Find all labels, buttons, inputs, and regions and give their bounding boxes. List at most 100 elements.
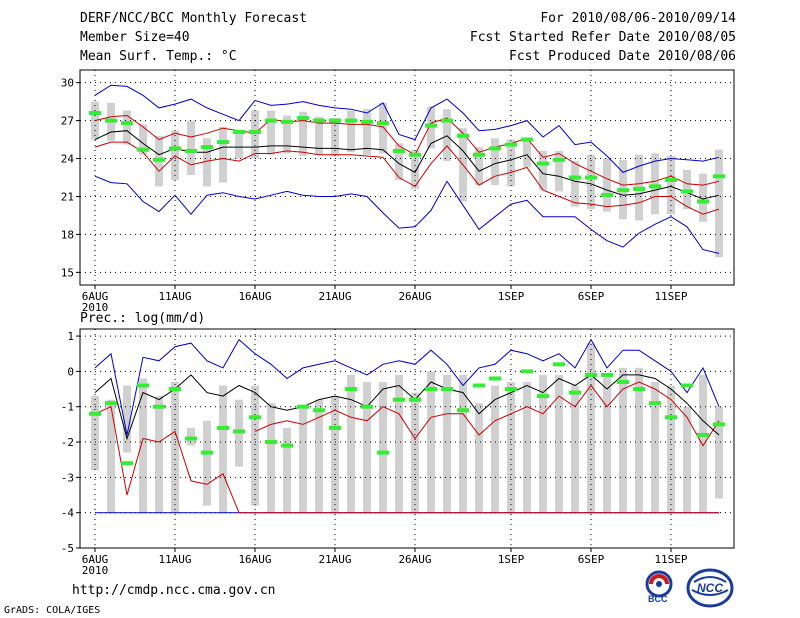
temp-box-bar: [699, 173, 707, 222]
precip-box-bar: [523, 381, 531, 513]
temp-ensemble-marker: [313, 118, 325, 123]
precip-ensemble-marker: [233, 429, 245, 434]
variable-label: Mean Surf. Temp.: °C: [80, 49, 237, 64]
temp-ensemble-marker: [521, 137, 533, 142]
precip-ensemble-marker: [153, 404, 165, 409]
precip-ensemble-marker: [649, 401, 661, 406]
precip-ensemble-marker: [697, 432, 709, 437]
temp-box-bar: [491, 138, 499, 186]
temp-ensemble-marker: [617, 188, 629, 193]
precip-box-bar: [699, 374, 707, 513]
precip-box-bar: [635, 367, 643, 513]
temp-box-bar: [411, 149, 419, 189]
precip-x-tick-label: 21AUG: [318, 553, 351, 566]
precip-ensemble-marker: [633, 387, 645, 392]
temp-plot-frame: [79, 69, 735, 286]
precip-box-bar: [683, 406, 691, 513]
precip-x-tick-label: 26AUG: [398, 553, 431, 566]
precip-ensemble-marker: [617, 379, 629, 384]
precip-box-bar: [299, 406, 307, 513]
temp-box-bar: [187, 120, 195, 175]
precip-ensemble-marker: [553, 362, 565, 367]
temp-ensemble-marker: [649, 184, 661, 189]
temp-ensemble-marker: [601, 193, 613, 198]
temp-ensemble-marker: [345, 118, 357, 123]
precip-ensemble-marker: [585, 372, 597, 377]
temp-ensemble-marker: [585, 175, 597, 180]
precip-box-bar: [139, 378, 147, 513]
precip-box-bar: [363, 381, 371, 513]
temp-ensemble-marker: [185, 148, 197, 153]
temp-ensemble-marker: [569, 175, 581, 180]
temp-box-bar: [539, 150, 547, 191]
precip-ensemble-marker: [569, 390, 581, 395]
temp-max-line: [94, 84, 720, 173]
temp-ensemble-marker: [281, 119, 293, 124]
precip-box-bar: [123, 385, 131, 453]
temp-x-tick-label: 26AUG: [398, 290, 431, 303]
temp-ensemble-marker: [233, 129, 245, 134]
precip-box-bar: [315, 399, 323, 513]
precip-ensemble-marker: [505, 387, 517, 392]
temp-upper-line: [94, 114, 720, 186]
source-url[interactable]: http://cmdp.ncc.cma.gov.cn: [72, 583, 276, 598]
precip-x-tick-label: 6AUG: [82, 553, 109, 566]
precip-y-tick-label: -5: [61, 542, 74, 555]
precip-ensemble-marker: [313, 408, 325, 413]
temp-ensemble-marker: [105, 118, 117, 123]
temp-box-bar: [363, 109, 371, 155]
temp-box-bar: [331, 118, 339, 156]
temp-box-bar: [651, 153, 659, 215]
precip-ensemble-marker: [217, 425, 229, 430]
temp-ensemble-marker: [681, 189, 693, 194]
temp-x-tick-label: 11AUG: [158, 290, 191, 303]
precip-box-bar: [603, 374, 611, 513]
temp-box-bar: [523, 138, 531, 168]
temp-box-bar: [395, 143, 403, 181]
temp-y-tick-label: 18: [61, 228, 74, 241]
temp-ensemble-marker: [217, 140, 229, 145]
precip-ensemble-marker: [361, 404, 373, 409]
precip-box-bar: [219, 385, 227, 513]
temp-mean-line: [94, 130, 720, 200]
precip-ensemble-marker: [409, 397, 421, 402]
precip-box-bar: [155, 396, 163, 513]
precip-box-bar: [715, 406, 723, 499]
precip-x-tick-label: 11AUG: [158, 553, 191, 566]
precip-box-bar: [555, 374, 563, 513]
precip-y-tick-label: 0: [67, 365, 74, 378]
precip-box-bar: [395, 374, 403, 513]
temp-box-bar: [587, 154, 595, 210]
precip-box-bar: [411, 392, 419, 513]
temp-x-tick-label: 11SEP: [654, 290, 687, 303]
precip-box-bar: [491, 385, 499, 513]
temp-box-bar: [251, 110, 259, 159]
temp-min-line: [94, 175, 720, 254]
temp-ensemble-marker: [553, 157, 565, 162]
temp-box-bar: [443, 109, 451, 162]
temp-box-bar: [203, 138, 211, 187]
precip-x-tick-label: 6SEP: [578, 553, 605, 566]
temp-box-bar: [315, 116, 323, 155]
temp-x-tick-label: 16AUG: [238, 290, 271, 303]
temp-ensemble-marker: [425, 123, 437, 128]
precip-ensemble-marker: [169, 387, 181, 392]
precip-ensemble-marker: [121, 461, 133, 466]
temp-ensemble-marker: [201, 145, 213, 150]
temp-box-bar: [715, 149, 723, 258]
precip-y-tick-label: -4: [61, 507, 75, 520]
temp-ensemble-marker: [489, 146, 501, 151]
precip-y-tick-label: 1: [67, 330, 74, 343]
temp-x-tick-label: 6AUG: [82, 290, 109, 303]
precip-ensemble-marker: [329, 425, 341, 430]
precip-box-bar: [203, 420, 211, 506]
temp-y-tick-label: 21: [61, 190, 74, 203]
temp-ensemble-marker: [393, 148, 405, 153]
temp-box-bar: [555, 150, 563, 192]
forecast-started-date: Fcst Started Refer Date 2010/08/05: [469, 30, 736, 45]
precip-ensemble-marker: [201, 450, 213, 455]
precip-ensemble-marker: [713, 422, 725, 427]
temp-x-year-label: 2010: [82, 301, 109, 314]
temp-box-bar: [603, 158, 611, 212]
precip-x-tick-label: 11SEP: [654, 553, 687, 566]
